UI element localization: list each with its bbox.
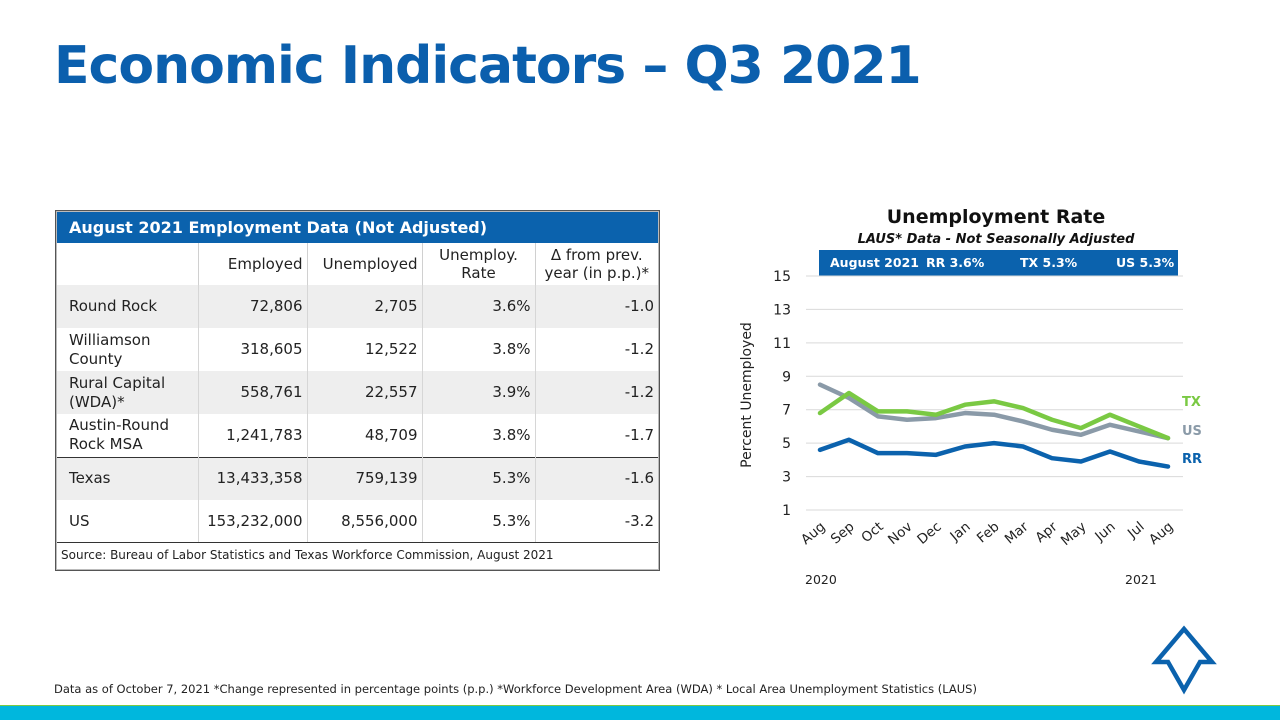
- cell-employed: 558,761: [198, 371, 308, 414]
- cell-unemployed: 8,556,000: [307, 500, 423, 543]
- cell-area: Austin-Round Rock MSA: [57, 414, 199, 457]
- cell-employed: 1,241,783: [198, 414, 308, 457]
- footer-bar: [0, 706, 1280, 720]
- cell-delta: -1.7: [624, 425, 654, 444]
- cell-employed: 13,433,358: [198, 456, 308, 500]
- x-tick-label: Jan: [947, 519, 974, 545]
- table-row: Texas 13,433,358 759,139 5.3% -1.6: [57, 456, 658, 500]
- cell-area: Round Rock: [57, 285, 199, 328]
- cell-employed: 72,806: [198, 285, 308, 328]
- header-rate: Unemploy. Rate: [422, 243, 536, 285]
- cell-rate: 5.3%: [422, 456, 536, 500]
- cell-area: US: [57, 500, 199, 543]
- series-label-rr: RR: [1182, 452, 1202, 467]
- x-tick-label: May: [1058, 519, 1090, 549]
- y-tick-label: 11: [773, 336, 791, 352]
- cell-unemployed: 22,557: [307, 371, 423, 414]
- x-tick-label: Aug: [1146, 519, 1176, 548]
- series-line-us: [817, 382, 1171, 441]
- header-area: [57, 243, 199, 285]
- x-tick-label: Aug: [798, 519, 828, 548]
- table-row: Williamson County 318,605 12,522 3.8% -1.2: [57, 328, 658, 371]
- cell-unemployed: 2,705: [307, 285, 423, 328]
- y-tick-label: 3: [782, 470, 791, 486]
- cell-area: Texas: [57, 456, 199, 500]
- slide-title: Economic Indicators – Q3 2021: [54, 36, 922, 96]
- cell-area: Williamson County: [57, 328, 199, 371]
- y-tick-label: 5: [782, 436, 791, 452]
- year-label-2020: 2020: [805, 572, 837, 587]
- cell-delta: -3.2: [624, 512, 654, 530]
- banner-us: US 5.3%: [1116, 255, 1175, 270]
- employment-table: August 2021 Employment Data (Not Adjuste…: [55, 210, 660, 571]
- cell-area: Rural Capital (WDA)*: [57, 371, 199, 414]
- banner-tx: TX 5.3%: [1020, 255, 1078, 270]
- series-line-rr: [817, 437, 1171, 469]
- table-row: Austin-Round Rock MSA 1,241,783 48,709 3.8%…: [57, 414, 658, 457]
- cell-unemployed: 48,709: [307, 414, 423, 457]
- x-tick-label: Nov: [885, 519, 915, 548]
- cell-rate: 3.8%: [422, 328, 536, 371]
- header-delta: Δ from prev. year (in p.p.)*: [544, 246, 649, 282]
- header-unemployed: Unemployed: [307, 243, 423, 285]
- x-tick-label: Mar: [1002, 519, 1032, 548]
- chart-title: Unemployment Rate: [886, 206, 1106, 228]
- y-tick-label: 9: [782, 369, 791, 385]
- y-tick-label: 7: [782, 403, 791, 419]
- cell-delta: -1.2: [624, 340, 654, 358]
- chart-subtitle: LAUS* Data - Not Seasonally Adjusted: [857, 232, 1135, 247]
- cell-rate: 3.9%: [422, 371, 536, 414]
- x-tick-label: Jun: [1091, 519, 1118, 545]
- y-tick-label: 1: [782, 503, 791, 519]
- cell-delta: -1.0: [535, 285, 658, 328]
- y-axis-label: Percent Unemployed: [739, 322, 755, 468]
- cell-unemployed: 759,139: [307, 456, 423, 500]
- series-label-us: US: [1182, 424, 1202, 439]
- series-label-tx: TX: [1182, 395, 1201, 410]
- x-tick-label: Apr: [1032, 519, 1061, 547]
- header-employed: Employed: [198, 243, 308, 285]
- table-header-row: Employed Unemployed Unemploy. Rate Δ fro…: [57, 243, 658, 285]
- y-tick-label: 13: [773, 302, 791, 318]
- y-tick-label: 15: [773, 269, 791, 285]
- slide-footnote: Data as of October 7, 2021 *Change repre…: [54, 682, 977, 696]
- employment-data-table: Employed Unemployed Unemploy. Rate Δ fro…: [57, 243, 658, 543]
- x-tick-label: Jul: [1124, 519, 1148, 542]
- table-row: Round Rock 72,806 2,705 3.6% -1.0: [57, 285, 658, 328]
- cell-employed: 153,232,000: [198, 500, 308, 543]
- cell-rate: 3.6%: [422, 285, 536, 328]
- cell-rate: 3.8%: [422, 414, 536, 457]
- x-tick-label: Oct: [858, 519, 886, 546]
- x-tick-label: Sep: [828, 519, 858, 548]
- cell-employed: 318,605: [198, 328, 308, 371]
- cell-unemployed: 12,522: [307, 328, 423, 371]
- banner-period: August 2021: [830, 255, 919, 270]
- series-line-tx: [817, 390, 1171, 441]
- table-source: Source: Bureau of Labor Statistics and T…: [57, 542, 658, 568]
- chart-summary-banner: August 2021 RR 3.6% TX 5.3% US 5.3%: [819, 250, 1178, 276]
- cell-delta: -1.2: [535, 371, 658, 414]
- x-tick-label: Dec: [914, 519, 944, 548]
- year-label-2021: 2021: [1125, 572, 1157, 587]
- table-title: August 2021 Employment Data (Not Adjuste…: [57, 212, 658, 243]
- arrow-shield-logo-icon: [1151, 625, 1217, 695]
- banner-rr: RR 3.6%: [926, 255, 985, 270]
- table-row: Rural Capital (WDA)* 558,761 22,557 3.9% -1.…: [57, 371, 658, 414]
- cell-rate: 5.3%: [422, 500, 536, 543]
- table-row: US 153,232,000 8,556,000 5.3% -3.2: [57, 500, 658, 543]
- cell-delta: -1.6: [535, 456, 658, 500]
- x-tick-label: Feb: [974, 519, 1003, 547]
